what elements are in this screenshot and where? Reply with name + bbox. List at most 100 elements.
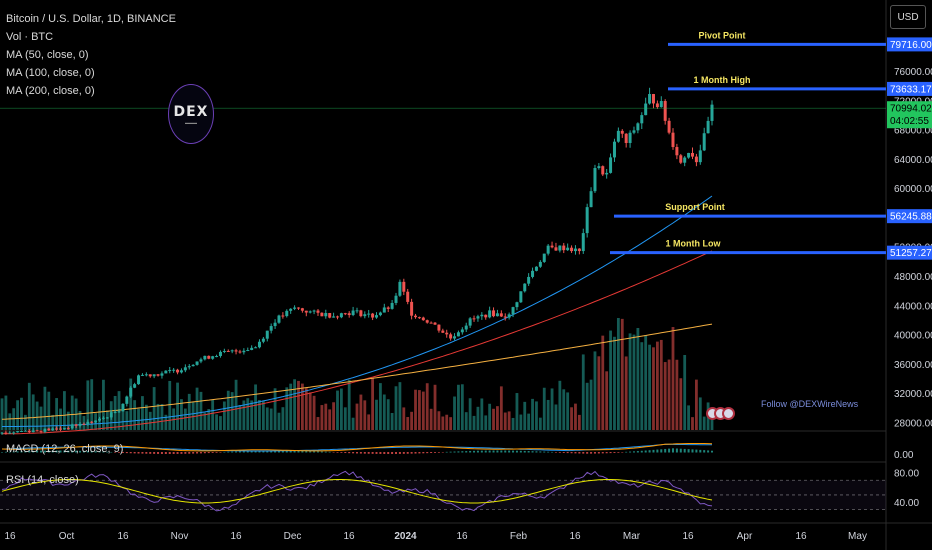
candle bbox=[609, 157, 613, 173]
macd-histogram-bar bbox=[402, 452, 405, 454]
x-tick-label: Dec bbox=[284, 531, 302, 542]
macd-histogram-bar bbox=[336, 452, 339, 453]
macd-histogram-bar bbox=[695, 449, 698, 453]
macd-histogram-bar bbox=[687, 449, 690, 453]
candle bbox=[187, 366, 191, 368]
volume-bar bbox=[476, 406, 480, 430]
macd-histogram-bar bbox=[258, 450, 261, 453]
macd-histogram-bar bbox=[625, 451, 628, 453]
macd-histogram-bar bbox=[40, 450, 43, 453]
candle bbox=[679, 155, 683, 163]
volume-bar bbox=[191, 401, 195, 430]
candle bbox=[335, 316, 339, 318]
volume-bar bbox=[4, 395, 8, 430]
candle bbox=[671, 132, 675, 148]
volume-bar bbox=[207, 409, 211, 430]
volume-bar bbox=[176, 382, 179, 430]
volume-bar bbox=[659, 339, 663, 430]
candle bbox=[261, 338, 265, 342]
volume-bar bbox=[269, 408, 273, 430]
macd-histogram-bar bbox=[547, 451, 550, 453]
y-tick-label: 64000.00 bbox=[894, 155, 932, 166]
volume-bar bbox=[437, 411, 441, 430]
macd-histogram-bar bbox=[47, 450, 50, 453]
ma100-legend[interactable]: MA (100, close, 0) bbox=[6, 67, 95, 79]
macd-histogram-bar bbox=[254, 450, 257, 453]
currency-button[interactable]: USD bbox=[890, 5, 926, 29]
macd-histogram-bar bbox=[238, 451, 241, 453]
macd-histogram-bar bbox=[102, 451, 105, 453]
volume-bar bbox=[379, 383, 382, 430]
macd-histogram-bar bbox=[274, 450, 277, 453]
candle bbox=[601, 166, 605, 175]
volume-bar bbox=[523, 401, 527, 430]
macd-histogram-bar bbox=[574, 452, 577, 454]
candle bbox=[476, 316, 480, 319]
symbol-title[interactable]: Bitcoin / U.S. Dollar, 1D, BINANCE bbox=[6, 13, 176, 25]
candle bbox=[394, 295, 398, 303]
volume-bar bbox=[410, 411, 414, 430]
macd-histogram-bar bbox=[371, 452, 374, 454]
candle bbox=[620, 130, 624, 134]
macd-histogram-bar bbox=[656, 449, 659, 453]
macd-label[interactable]: MACD (12, 26, close, 9) bbox=[6, 443, 124, 455]
candle bbox=[90, 421, 94, 423]
volume-bar bbox=[215, 414, 218, 430]
macd-histogram-bar bbox=[75, 450, 78, 453]
macd-histogram-bar bbox=[445, 451, 448, 453]
macd-histogram-bar bbox=[593, 452, 596, 454]
candle bbox=[74, 424, 78, 426]
candle bbox=[176, 369, 180, 373]
volume-bar bbox=[51, 414, 55, 430]
candle bbox=[296, 307, 300, 309]
ma200-legend[interactable]: MA (200, close, 0) bbox=[6, 85, 95, 97]
candle bbox=[648, 94, 652, 104]
candle bbox=[4, 432, 8, 434]
macd-histogram-bar bbox=[153, 452, 156, 454]
candle bbox=[316, 310, 320, 313]
macd-histogram-bar bbox=[515, 450, 518, 453]
macd-histogram-bar bbox=[207, 452, 210, 454]
macd-histogram-bar bbox=[141, 452, 144, 454]
candle bbox=[503, 316, 507, 318]
candle bbox=[211, 356, 215, 359]
candle bbox=[300, 308, 304, 311]
candle bbox=[593, 168, 597, 192]
macd-histogram-bar bbox=[1, 452, 3, 453]
volume-bar bbox=[558, 380, 562, 430]
macd-histogram-bar bbox=[293, 450, 296, 453]
macd-histogram-bar bbox=[480, 450, 483, 453]
candle bbox=[363, 314, 367, 317]
volume-bar bbox=[570, 407, 573, 430]
candle bbox=[238, 351, 242, 353]
volume-bar bbox=[160, 403, 164, 430]
macd-histogram-bar bbox=[691, 449, 694, 453]
macd-histogram-bar bbox=[149, 452, 152, 454]
macd-histogram-bar bbox=[629, 451, 632, 453]
y-tick-label: 48000.00 bbox=[894, 272, 932, 283]
ma50-legend[interactable]: MA (50, close, 0) bbox=[6, 49, 89, 61]
y-tick-label: 60000.00 bbox=[894, 184, 932, 195]
rsi-label[interactable]: RSI (14, close) bbox=[6, 474, 79, 486]
macd-histogram-bar bbox=[597, 452, 600, 454]
candle bbox=[191, 364, 195, 367]
volume-bar bbox=[648, 344, 651, 430]
macd-histogram-bar bbox=[441, 452, 444, 453]
candle bbox=[441, 330, 445, 333]
volume-bar bbox=[492, 408, 495, 430]
volume-bar bbox=[55, 398, 59, 430]
macd-histogram-bar bbox=[36, 450, 39, 453]
candle bbox=[215, 356, 219, 358]
volume-bar bbox=[503, 412, 507, 430]
volume-bar bbox=[655, 341, 659, 430]
volume-bar bbox=[320, 405, 324, 430]
volume-bar bbox=[125, 411, 129, 430]
ma-line bbox=[2, 250, 713, 435]
volume-bar bbox=[265, 407, 269, 430]
volume-bar bbox=[187, 393, 191, 430]
macd-histogram-bar bbox=[164, 452, 167, 454]
volume-legend[interactable]: Vol · BTC bbox=[6, 31, 54, 43]
candle bbox=[156, 374, 160, 376]
dex-logo: DEX ▬▬▬ bbox=[168, 84, 214, 144]
